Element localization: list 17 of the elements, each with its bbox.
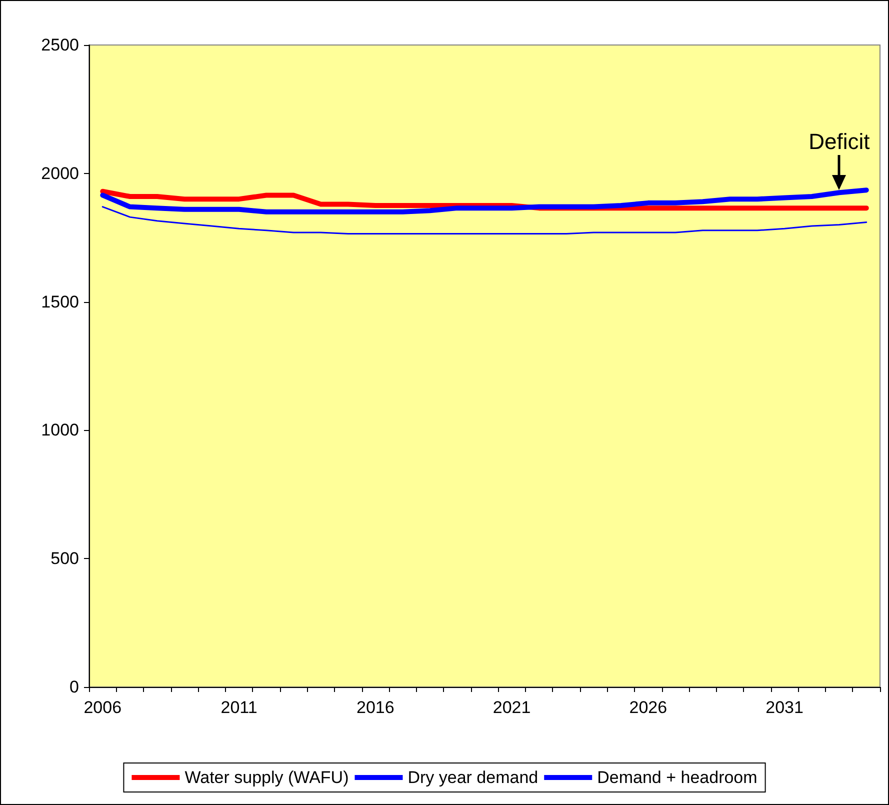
x-tick-label: 2026 [629, 698, 668, 717]
y-tick-label: 500 [50, 549, 79, 568]
x-tick-label: 2031 [766, 698, 804, 717]
legend-label: Water supply (WAFU) [184, 768, 349, 787]
legend-label: Demand + headroom [597, 768, 758, 787]
x-tick-label: 2011 [220, 698, 258, 717]
x-tick-label: 2006 [84, 698, 122, 717]
annotation: Deficit [808, 128, 870, 155]
legend-label: Dry year demand [408, 768, 538, 787]
y-tick-label: 1500 [41, 292, 79, 312]
y-tick-label: 2500 [41, 36, 79, 54]
x-tick-label: 2016 [356, 698, 394, 717]
x-tick-label: 2021 [492, 698, 531, 717]
y-tick-label: 0 [70, 678, 79, 696]
line-series [102, 206, 868, 234]
y-tick-label: 2000 [41, 164, 79, 183]
y-tick-label: 1000 [41, 420, 79, 440]
